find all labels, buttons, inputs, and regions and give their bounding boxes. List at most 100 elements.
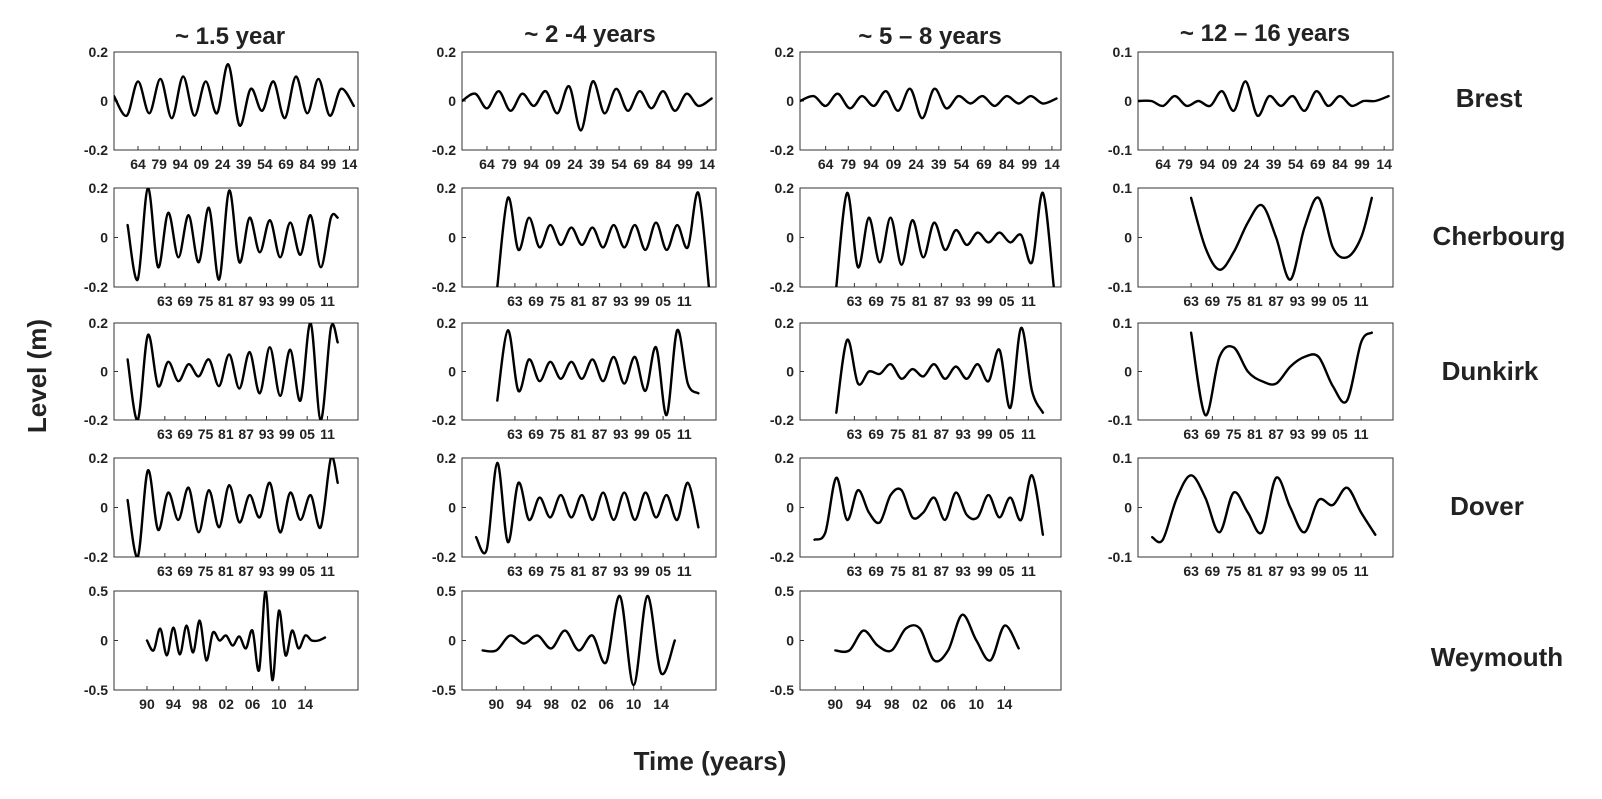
y-tick-label: -0.2 — [770, 549, 794, 565]
x-tick-label: 11 — [1354, 426, 1369, 442]
x-tick-label: 63 — [507, 563, 523, 579]
x-tick-label: 39 — [1266, 156, 1282, 172]
y-tick-label: 0.2 — [437, 315, 457, 331]
y-tick-label: 0.2 — [775, 450, 795, 466]
station-label: Weymouth — [1431, 642, 1563, 672]
series-line — [481, 594, 676, 687]
x-tick-label: 81 — [218, 293, 234, 309]
x-tick-label: 14 — [1044, 156, 1060, 172]
x-tick-label: 14 — [653, 696, 669, 712]
series-line — [835, 191, 1055, 287]
y-tick-label: 0.2 — [89, 180, 109, 196]
x-tick-label: 14 — [997, 696, 1013, 712]
x-tick-label: 98 — [192, 696, 208, 712]
x-tick-label: 87 — [1268, 293, 1284, 309]
series-line — [126, 323, 339, 420]
station-label: Brest — [1456, 83, 1523, 113]
x-tick-label: 69 — [976, 156, 992, 172]
y-tick-label: 0 — [448, 93, 456, 109]
x-tick-label: 93 — [613, 563, 629, 579]
y-tick-label: -0.1 — [1108, 142, 1132, 158]
x-tick-label: 93 — [1290, 426, 1306, 442]
x-tick-label: 63 — [847, 426, 863, 442]
y-tick-label: 0.5 — [89, 583, 109, 599]
column-title: ~ 5 – 8 years — [858, 23, 1001, 50]
x-tick-label: 99 — [977, 293, 993, 309]
x-tick-label: 54 — [257, 156, 273, 172]
x-tick-label: 90 — [139, 696, 155, 712]
series-line — [834, 613, 1020, 663]
x-tick-label: 93 — [1290, 293, 1306, 309]
x-tick-label: 81 — [912, 293, 928, 309]
panel-frame — [461, 590, 717, 691]
y-tick-label: 0 — [1124, 93, 1132, 109]
y-tick-label: 0.1 — [1113, 450, 1133, 466]
x-tick-label: 11 — [1354, 293, 1369, 309]
x-tick-label: 98 — [543, 696, 559, 712]
y-tick-label: 0.2 — [89, 315, 109, 331]
x-tick-label: 11 — [320, 563, 335, 579]
x-tick-label: 94 — [856, 696, 872, 712]
series-line — [800, 87, 1058, 120]
x-tick-label: 39 — [931, 156, 947, 172]
y-tick-label: 0 — [786, 93, 794, 109]
column-title: ~ 2 -4 years — [524, 21, 655, 48]
x-tick-label: 99 — [279, 293, 295, 309]
x-tick-label: 81 — [218, 563, 234, 579]
x-tick-label: 99 — [1022, 156, 1038, 172]
y-tick-label: 0.5 — [775, 583, 795, 599]
x-tick-label: 87 — [934, 426, 950, 442]
x-tick-label: 05 — [1332, 293, 1348, 309]
x-tick-label: 93 — [613, 426, 629, 442]
x-tick-label: 69 — [1205, 293, 1221, 309]
x-tick-label: 09 — [886, 156, 902, 172]
x-tick-label: 99 — [1311, 426, 1327, 442]
x-tick-label: 14 — [1376, 156, 1392, 172]
x-tick-label: 99 — [634, 426, 650, 442]
x-tick-label: 69 — [528, 563, 544, 579]
x-tick-label: 54 — [1288, 156, 1304, 172]
y-tick-label: -0.1 — [1108, 279, 1132, 295]
y-tick-label: 0 — [448, 633, 456, 649]
x-tick-label: 75 — [1226, 426, 1242, 442]
x-tick-label: 11 — [320, 426, 335, 442]
x-tick-label: 05 — [299, 563, 315, 579]
x-tick-label: 69 — [868, 293, 884, 309]
x-tick-label: 11 — [1354, 563, 1369, 579]
y-tick-label: -0.2 — [84, 142, 108, 158]
x-tick-label: 10 — [271, 696, 287, 712]
x-tick-label: 09 — [545, 156, 561, 172]
y-tick-label: 0.2 — [89, 44, 109, 60]
x-tick-label: 94 — [172, 156, 188, 172]
y-tick-label: 0 — [100, 93, 108, 109]
y-tick-label: 0 — [100, 230, 108, 246]
series-line — [496, 191, 711, 287]
x-tick-label: 99 — [977, 563, 993, 579]
y-tick-label: 0 — [1124, 364, 1132, 380]
x-tick-label: 09 — [1222, 156, 1238, 172]
x-tick-label: 75 — [549, 426, 565, 442]
x-axis-label: Time (years) — [634, 746, 787, 776]
x-tick-label: 39 — [589, 156, 605, 172]
x-tick-label: 87 — [592, 426, 608, 442]
x-tick-label: 06 — [598, 696, 614, 712]
x-tick-label: 54 — [611, 156, 627, 172]
y-tick-label: -0.2 — [770, 412, 794, 428]
x-tick-label: 75 — [1226, 293, 1242, 309]
column-title: ~ 1.5 year — [175, 23, 285, 50]
y-tick-label: 0 — [448, 230, 456, 246]
y-tick-label: 0 — [448, 364, 456, 380]
x-tick-label: 05 — [655, 293, 671, 309]
x-tick-label: 11 — [677, 563, 692, 579]
x-tick-label: 99 — [677, 156, 693, 172]
x-tick-label: 87 — [238, 426, 254, 442]
x-tick-label: 93 — [259, 563, 275, 579]
panel-frame — [1137, 187, 1394, 288]
x-tick-label: 63 — [1183, 563, 1199, 579]
y-tick-label: 0.2 — [89, 450, 109, 466]
x-tick-label: 99 — [634, 563, 650, 579]
y-tick-label: -0.2 — [84, 279, 108, 295]
y-tick-label: 0 — [786, 230, 794, 246]
x-tick-label: 94 — [1199, 156, 1215, 172]
